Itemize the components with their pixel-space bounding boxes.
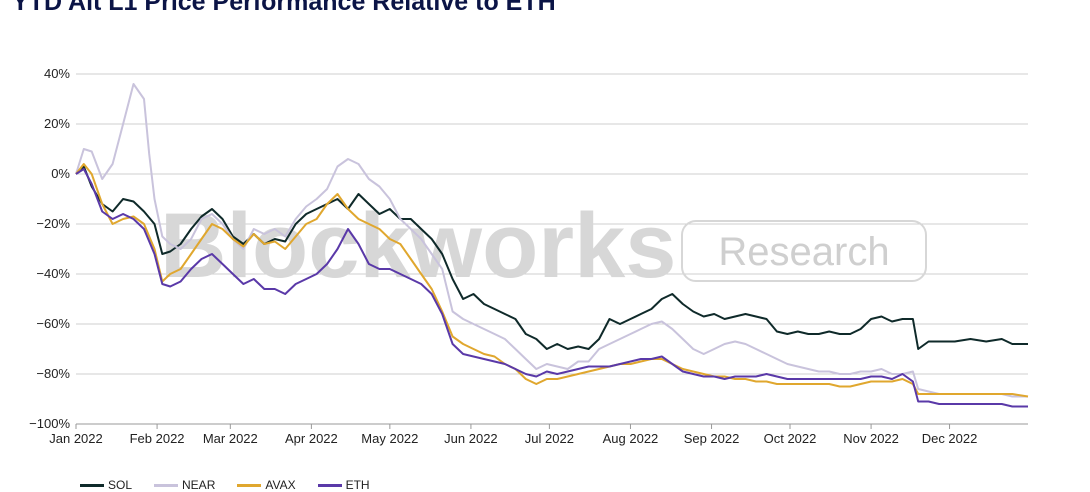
y-tick-label: −40% [36, 266, 70, 281]
chart-title: YTD Alt L1 Price Performance Relative to… [12, 0, 556, 16]
watermark: Blockworks Research [160, 195, 927, 297]
x-tick-label: Oct 2022 [764, 431, 817, 446]
x-tick-label: Apr 2022 [285, 431, 338, 446]
legend-label: AVAX [265, 478, 296, 492]
y-tick-label: 40% [44, 66, 70, 81]
watermark-badge [681, 220, 927, 282]
series-lines [75, 83, 1029, 408]
y-tick-label: 0% [51, 166, 70, 181]
watermark-tag: Research [718, 230, 889, 274]
y-tick-label: −100% [29, 416, 70, 431]
series-line-sol [75, 165, 1028, 350]
legend-label: ETH [345, 478, 370, 492]
x-tick-label: Jul 2022 [525, 431, 574, 446]
legend-item-avax: AVAX [237, 478, 296, 492]
x-tick-label: Sep 2022 [684, 431, 740, 446]
x-tick-label: Aug 2022 [603, 431, 659, 446]
y-tick-label: −60% [36, 316, 70, 331]
series-line-avax [75, 163, 1029, 398]
series-line-eth [75, 168, 1028, 408]
legend-label: NEAR [182, 478, 216, 492]
x-tick-label: Jun 2022 [444, 431, 498, 446]
x-tick-label: Mar 2022 [203, 431, 258, 446]
y-axis-ticks: 40% 20% 0% −20% −40% −60% −80% −100% [29, 66, 70, 431]
legend-item-eth: ETH [317, 478, 370, 492]
x-tick-label: Jan 2022 [49, 431, 103, 446]
x-tick-label: May 2022 [361, 431, 418, 446]
legend-item-sol: SOL [80, 478, 132, 492]
y-tick-label: 20% [44, 116, 70, 131]
y-tick-label: −80% [36, 366, 70, 381]
x-tick-label: Nov 2022 [843, 431, 899, 446]
legend-item-near: NEAR [154, 478, 215, 492]
series-line-near [75, 83, 1028, 398]
x-axis-ticks: Jan 2022 Feb 2022 Mar 2022 Apr 2022 May 2022… [49, 423, 1028, 446]
y-tick-label: −20% [36, 216, 70, 231]
legend: SOL NEAR AVAX ETH [80, 478, 392, 492]
legend-label: SOL [108, 478, 133, 492]
x-tick-label: Dec 2022 [922, 431, 978, 446]
x-tick-label: Feb 2022 [130, 431, 185, 446]
